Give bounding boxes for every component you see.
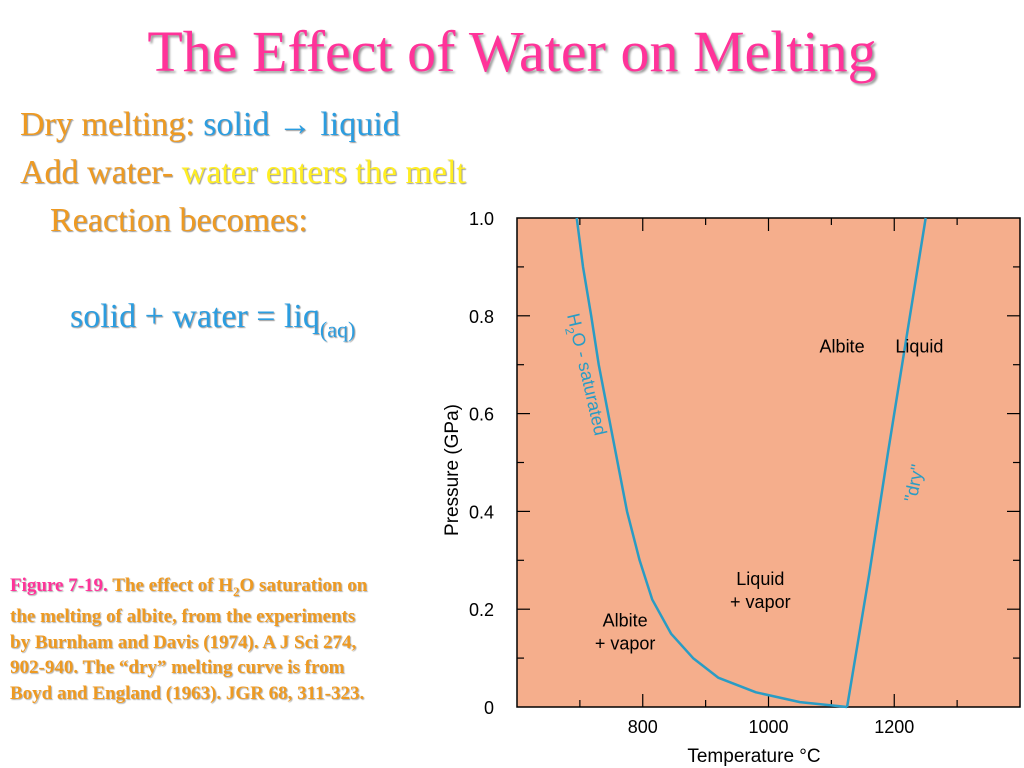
axis-labels: Temperature °C Pressure (GPa): [442, 404, 821, 767]
add-water-text: water enters the melt: [181, 154, 466, 191]
dry-melting-label: Dry melting:: [20, 106, 204, 143]
caption-subscript: 2: [233, 583, 240, 599]
y-tick-label: 1.0: [469, 209, 494, 229]
equation-subscript: (aq): [319, 317, 356, 342]
caption-text-before: The effect of H: [107, 575, 234, 596]
h2o-label-sub: 2: [562, 326, 577, 336]
y-axis-label: Pressure (GPa): [442, 404, 463, 536]
region-label-line: Liquid: [895, 336, 943, 356]
region-label: Liquid + vapor: [730, 569, 791, 612]
caption-text-after: O saturation on the melting of albite, f…: [10, 575, 368, 704]
y-tick-label: 0.8: [469, 307, 494, 327]
reaction-equation: solid + water = liq(aq): [70, 298, 355, 342]
x-tick-label: 800: [628, 717, 658, 737]
curves: [575, 217, 927, 709]
slide-title: The Effect of Water on Melting: [147, 19, 877, 84]
region-label-line: Liquid: [736, 569, 784, 589]
add-water-label: Add water-: [20, 154, 182, 191]
region-label-line: + vapor: [730, 592, 791, 612]
h2o-saturated-curve: [575, 217, 848, 709]
equation-text: solid + water = liq: [70, 298, 320, 335]
dry-melting-curve: [845, 217, 927, 708]
y-tick-label: 0.6: [469, 405, 494, 425]
region-label: Albite: [820, 336, 865, 356]
region-label: Liquid: [895, 336, 943, 356]
dry-melting-line: Dry melting: solid → liquid: [20, 106, 400, 144]
region-labels: Albite Liquid Liquid + vapor Albite + vapor: [595, 336, 944, 653]
x-tick-label: 1000: [748, 717, 788, 737]
region-label: Albite + vapor: [595, 610, 656, 653]
y-tick-label: 0.2: [469, 600, 494, 620]
x-axis-label: Temperature °C: [687, 746, 820, 767]
y-tick-label: 0: [484, 698, 494, 718]
y-tick-label: 0.4: [469, 502, 494, 522]
figure-caption: Figure 7-19. The effect of H2O saturatio…: [10, 573, 370, 706]
reaction-label: Reaction becomes:: [50, 202, 308, 239]
add-water-line: Add water- water enters the melt: [20, 154, 466, 192]
h2o-label-part1: H: [563, 311, 585, 328]
plot-area: [516, 217, 1021, 708]
region-label-line: + vapor: [595, 633, 656, 653]
figure-label: Figure 7-19.: [10, 575, 108, 596]
dry-melting-reaction: solid → liquid: [203, 106, 400, 143]
x-tick-label: 1200: [874, 717, 914, 737]
axis-ticks: 800 1000 1200 0 0.2 0.4 0.6 0.8 1.0: [469, 209, 1020, 737]
region-label-line: Albite: [603, 610, 648, 630]
region-label-line: Albite: [820, 336, 865, 356]
